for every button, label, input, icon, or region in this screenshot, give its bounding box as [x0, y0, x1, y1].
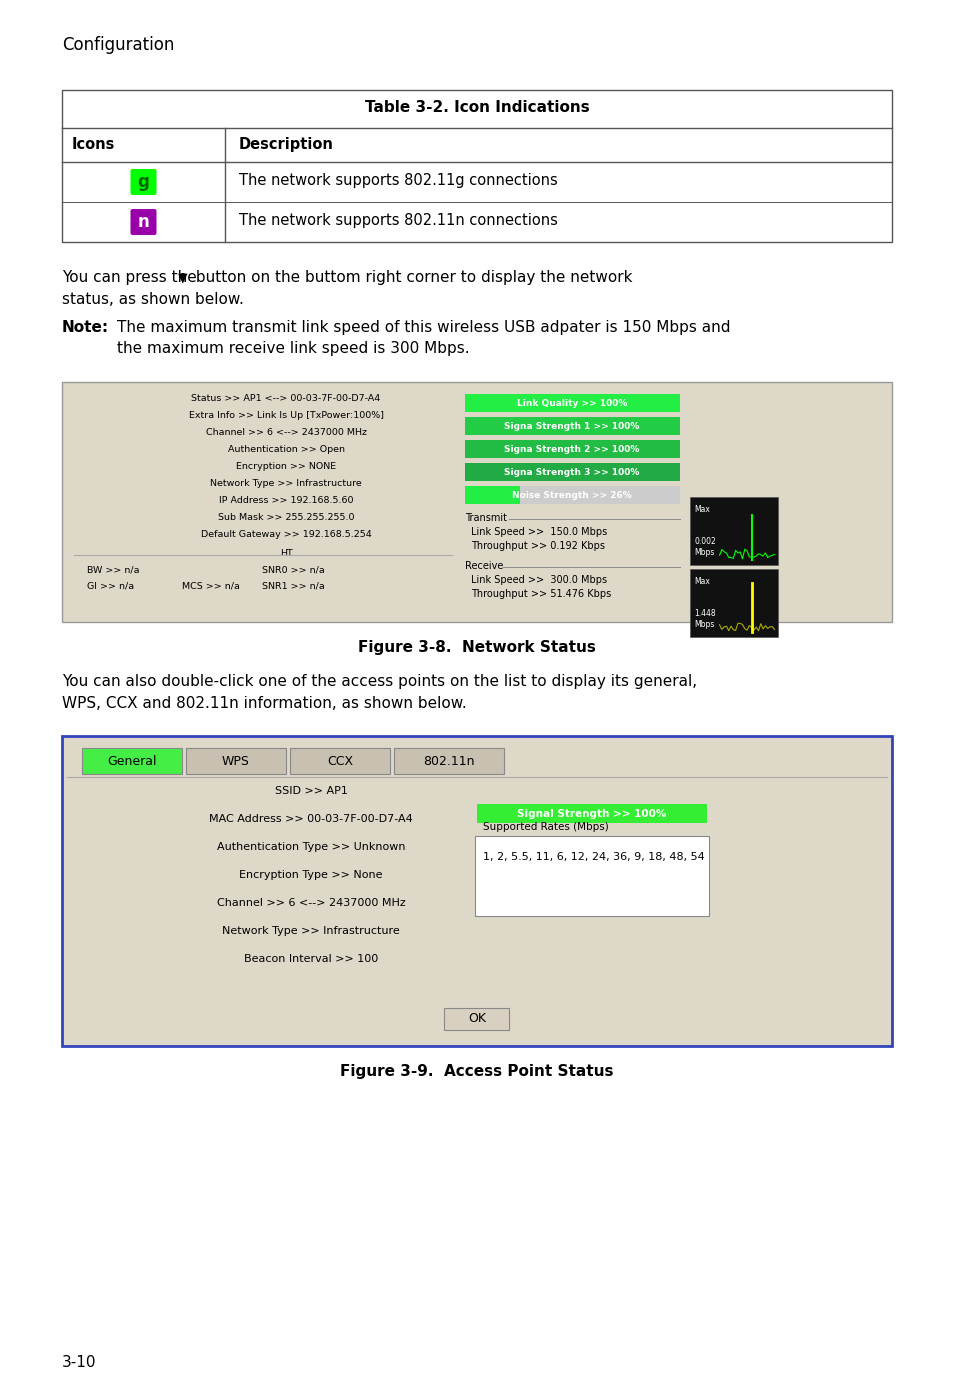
Text: IP Address >> 192.168.5.60: IP Address >> 192.168.5.60	[218, 496, 353, 505]
Bar	[290, 748, 390, 775]
Text: The network supports 802.11n connections: The network supports 802.11n connections	[239, 212, 558, 228]
Text: WPS, CCX and 802.11n information, as shown below.: WPS, CCX and 802.11n information, as sho…	[62, 695, 466, 711]
Text: Figure 3-8.  Network Status: Figure 3-8. Network Status	[357, 640, 596, 655]
Text: Signa Strength 1 >> 100%: Signa Strength 1 >> 100%	[504, 422, 639, 430]
Text: Supported Rates (Mbps): Supported Rates (Mbps)	[482, 822, 608, 831]
Text: Max: Max	[694, 577, 710, 586]
Text: Channel >> 6 <--> 2437000 MHz: Channel >> 6 <--> 2437000 MHz	[206, 428, 366, 437]
Text: MCS >> n/a: MCS >> n/a	[182, 582, 239, 590]
Bar	[444, 1008, 509, 1030]
Text: You can also double-click one of the access points on the list to display its ge: You can also double-click one of the acc…	[62, 675, 697, 688]
Text: MAC Address >> 00-03-7F-00-D7-A4: MAC Address >> 00-03-7F-00-D7-A4	[209, 813, 413, 824]
Text: Configuration: Configuration	[62, 36, 174, 54]
Text: ▼: ▼	[178, 271, 188, 285]
Bar	[464, 486, 520, 504]
Bar	[689, 497, 777, 565]
Text: SSID >> AP1: SSID >> AP1	[274, 786, 347, 795]
Text: Icons: Icons	[71, 137, 115, 153]
Text: Beacon Interval >> 100: Beacon Interval >> 100	[244, 954, 377, 965]
Text: Signal Strength >> 100%: Signal Strength >> 100%	[517, 808, 666, 819]
Text: Throughput >> 51.476 Kbps: Throughput >> 51.476 Kbps	[470, 589, 610, 600]
Bar	[82, 748, 182, 775]
Text: General: General	[107, 755, 156, 768]
Bar	[464, 464, 679, 482]
Text: Authentication >> Open: Authentication >> Open	[228, 446, 344, 454]
Text: Mbps: Mbps	[694, 620, 714, 629]
Text: Network Type >> Infrastructure: Network Type >> Infrastructure	[210, 479, 361, 489]
Bar	[464, 394, 679, 412]
Text: 1.448: 1.448	[694, 609, 716, 618]
Text: Sub Mask >> 255.255.255.0: Sub Mask >> 255.255.255.0	[217, 514, 354, 522]
Text: 0.002: 0.002	[694, 537, 716, 545]
Text: GI >> n/a: GI >> n/a	[87, 582, 134, 590]
Text: Figure 3-9.  Access Point Status: Figure 3-9. Access Point Status	[340, 1065, 613, 1078]
Bar	[62, 736, 891, 1047]
Text: Max: Max	[694, 505, 710, 514]
Text: Link Speed >>  150.0 Mbps: Link Speed >> 150.0 Mbps	[470, 527, 606, 537]
Text: The maximum transmit link speed of this wireless USB adpater is 150 Mbps and: The maximum transmit link speed of this …	[117, 321, 730, 335]
Text: Transmit: Transmit	[464, 514, 506, 523]
Text: Table 3-2. Icon Indications: Table 3-2. Icon Indications	[364, 100, 589, 115]
Text: 1, 2, 5.5, 11, 6, 12, 24, 36, 9, 18, 48, 54: 1, 2, 5.5, 11, 6, 12, 24, 36, 9, 18, 48,…	[482, 852, 704, 862]
Text: WPS: WPS	[222, 755, 250, 768]
Text: Encryption Type >> None: Encryption Type >> None	[239, 870, 382, 880]
Bar	[464, 416, 679, 434]
Text: g: g	[137, 174, 150, 192]
Bar	[475, 836, 708, 916]
Text: SNR1 >> n/a: SNR1 >> n/a	[262, 582, 324, 590]
Text: Extra Info >> Link Is Up [TxPower:100%]: Extra Info >> Link Is Up [TxPower:100%]	[189, 411, 383, 421]
Bar	[62, 382, 891, 622]
Text: 3-10: 3-10	[62, 1355, 96, 1370]
Text: n: n	[137, 212, 150, 230]
Text: Mbps: Mbps	[694, 548, 714, 557]
Bar	[476, 804, 706, 823]
Text: Receive: Receive	[464, 561, 502, 570]
Text: Throughput >> 0.192 Kbps: Throughput >> 0.192 Kbps	[470, 541, 604, 551]
Text: Noise Strength >> 26%: Noise Strength >> 26%	[512, 490, 631, 500]
Text: Note:: Note:	[62, 321, 109, 335]
Text: HT: HT	[279, 550, 293, 558]
Text: status, as shown below.: status, as shown below.	[62, 291, 244, 307]
Text: Signa Strength 3 >> 100%: Signa Strength 3 >> 100%	[504, 468, 639, 476]
Text: The network supports 802.11g connections: The network supports 802.11g connections	[239, 174, 558, 187]
Text: Link Quality >> 100%: Link Quality >> 100%	[517, 398, 626, 408]
Text: Link Speed >>  300.0 Mbps: Link Speed >> 300.0 Mbps	[470, 575, 606, 584]
Text: Authentication Type >> Unknown: Authentication Type >> Unknown	[216, 843, 405, 852]
Bar	[464, 464, 679, 482]
Text: You can press the: You can press the	[62, 271, 201, 285]
Text: Status >> AP1 <--> 00-03-7F-00-D7-A4: Status >> AP1 <--> 00-03-7F-00-D7-A4	[192, 394, 380, 403]
Bar	[62, 90, 891, 242]
Bar	[464, 486, 679, 504]
Bar	[464, 440, 679, 458]
Text: Channel >> 6 <--> 2437000 MHz: Channel >> 6 <--> 2437000 MHz	[216, 898, 405, 908]
Bar	[464, 394, 679, 412]
Bar	[464, 416, 679, 434]
FancyBboxPatch shape	[131, 210, 156, 235]
Text: button on the buttom right corner to display the network: button on the buttom right corner to dis…	[191, 271, 632, 285]
Text: Network Type >> Infrastructure: Network Type >> Infrastructure	[222, 926, 399, 936]
Text: 802.11n: 802.11n	[423, 755, 475, 768]
Text: Default Gateway >> 192.168.5.254: Default Gateway >> 192.168.5.254	[200, 530, 371, 539]
Bar	[464, 440, 679, 458]
Text: Signa Strength 2 >> 100%: Signa Strength 2 >> 100%	[504, 444, 639, 454]
Bar	[689, 569, 777, 637]
Bar	[186, 748, 286, 775]
Text: Encryption >> NONE: Encryption >> NONE	[235, 462, 335, 471]
Text: Description: Description	[239, 137, 334, 153]
Bar	[394, 748, 503, 775]
Text: the maximum receive link speed is 300 Mbps.: the maximum receive link speed is 300 Mb…	[117, 341, 469, 355]
Text: BW >> n/a: BW >> n/a	[87, 565, 139, 575]
Text: SNR0 >> n/a: SNR0 >> n/a	[262, 565, 324, 575]
Text: CCX: CCX	[327, 755, 353, 768]
FancyBboxPatch shape	[131, 169, 156, 194]
Text: OK: OK	[468, 1012, 485, 1026]
